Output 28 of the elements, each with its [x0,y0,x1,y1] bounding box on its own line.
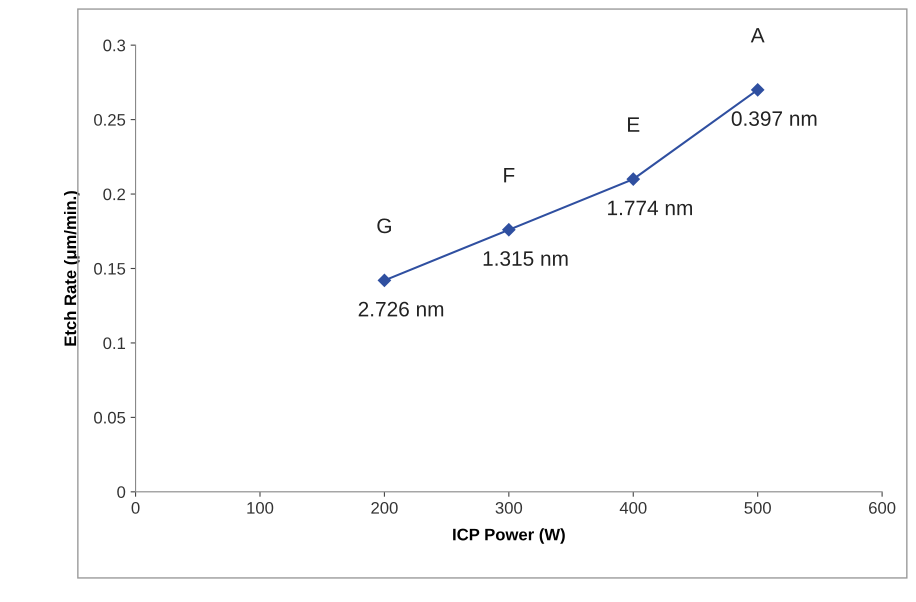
y-tick-label: 0.3 [103,40,126,52]
annotation: F [504,168,514,182]
y-axis-title: Etch Rate (μm/min.) [64,191,80,346]
x-tick-label: 200 [371,502,398,514]
annotation: A [750,28,765,42]
annotation: 2.726 nm [358,302,444,317]
x-tick-label: 0 [132,502,140,514]
x-tick-label: 100 [247,502,274,514]
x-tick-label: 400 [620,502,647,514]
point [378,274,392,287]
annotation: E [628,117,640,132]
y-tick-label: 0 [117,486,126,498]
y-tick-label: 0.2 [103,188,126,200]
x-axis-title: ICP Power (W) [453,528,565,544]
annotation: 1.774 nm [608,200,692,216]
x-tick-label: 600 [869,502,896,514]
point [502,223,516,236]
y-tick-label: 0.15 [94,262,126,275]
x-tick-label: 300 [496,502,522,514]
annotation: G [377,218,391,234]
annotation: 1.315 nm [484,251,568,266]
y-tick-label: 0.05 [94,412,126,424]
point [751,83,764,96]
y-tick-label: 0.1 [103,337,126,350]
y-tick-label: 0.25 [94,114,126,126]
x-tick-label: 500 [744,502,771,514]
annotation: 0.397 nm [732,111,816,126]
point [626,172,640,186]
